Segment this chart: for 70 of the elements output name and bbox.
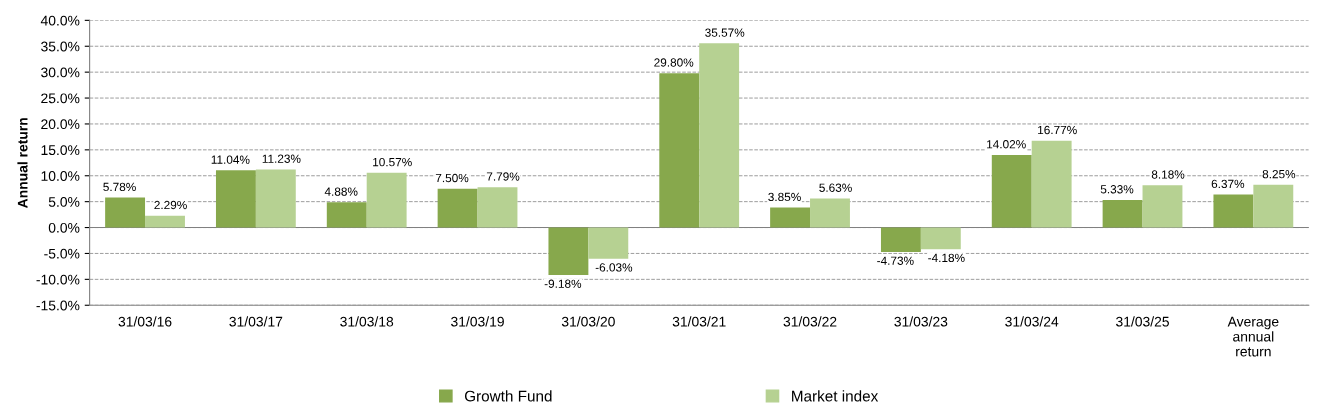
- legend-label: Market index: [792, 390, 879, 402]
- bar: [1253, 184, 1294, 228]
- y-tick-label: 20.0%: [41, 119, 80, 130]
- y-tick-label: -15.0%: [36, 300, 80, 311]
- data-label: 8.25%: [1262, 169, 1296, 179]
- y-tick-label: 5.0%: [48, 196, 80, 207]
- data-label: 3.85%: [768, 192, 801, 202]
- bar: [1102, 199, 1143, 228]
- x-tick-label: 31/03/20: [561, 316, 615, 327]
- bar: [548, 227, 589, 276]
- legend-label: Growth Fund: [464, 390, 552, 402]
- data-label: 5.33%: [1100, 185, 1134, 194]
- data-label: 4.88%: [324, 187, 358, 196]
- data-label: -4.18%: [928, 253, 965, 263]
- data-label: 14.02%: [987, 140, 1026, 149]
- bar: [1213, 194, 1254, 228]
- data-label: 2.29%: [154, 200, 187, 210]
- data-label: 8.18%: [1151, 170, 1185, 179]
- bar: [880, 227, 921, 253]
- y-tick-label: -5.0%: [44, 248, 80, 259]
- data-label: 29.80%: [654, 58, 694, 67]
- y-tick-label: 10.0%: [41, 171, 80, 181]
- data-label: -4.73%: [877, 256, 914, 265]
- data-label: 7.50%: [435, 173, 469, 183]
- data-label: -6.03%: [595, 263, 633, 272]
- x-tick-label: 31/03/24: [1005, 316, 1059, 327]
- x-tick-label: 31/03/18: [340, 316, 394, 327]
- y-tick-label: 40.0%: [40, 15, 80, 26]
- x-tick-label: 31/03/17: [229, 316, 283, 327]
- data-label: 16.77%: [1038, 125, 1077, 135]
- x-tick-label: 31/03/21: [672, 316, 726, 327]
- y-tick-label: 30.0%: [41, 67, 80, 78]
- bar: [366, 172, 407, 228]
- bar: [255, 169, 296, 228]
- x-tick-label: Average annual return: [1227, 316, 1279, 357]
- bar: [588, 227, 629, 259]
- data-label: 10.57%: [373, 157, 412, 167]
- bar: [477, 187, 518, 228]
- bar: [1142, 185, 1183, 228]
- bar: [105, 197, 146, 228]
- x-tick-label: 31/03/25: [1116, 316, 1169, 327]
- data-label: 7.79%: [486, 172, 520, 181]
- bar: [770, 207, 811, 228]
- x-tick-label: 31/03/19: [451, 316, 504, 327]
- data-label: -9.18%: [544, 279, 582, 288]
- data-label: 11.23%: [262, 154, 301, 163]
- bar: [437, 188, 478, 228]
- bar: [326, 202, 367, 228]
- bar: [215, 170, 256, 228]
- data-label: 5.78%: [103, 182, 136, 192]
- y-tick-label: 25.0%: [41, 93, 80, 104]
- y-tick-label: 0.0%: [48, 222, 80, 233]
- data-label: 11.04%: [211, 155, 250, 164]
- bar: [1031, 140, 1072, 228]
- y-axis-title: Annual return: [17, 118, 28, 208]
- y-tick-label: 35.0%: [41, 41, 80, 52]
- x-tick-label: 31/03/22: [783, 316, 837, 327]
- bar: [659, 73, 700, 228]
- data-label: 6.37%: [1211, 179, 1245, 189]
- y-tick-label: 15.0%: [41, 145, 80, 156]
- data-label: 35.57%: [705, 28, 745, 37]
- bar: [699, 43, 740, 228]
- bar: [145, 215, 185, 228]
- y-tick-label: -10.0%: [36, 274, 80, 285]
- data-label: 5.63%: [819, 183, 852, 192]
- x-tick-label: 31/03/23: [894, 316, 948, 327]
- x-tick-label: 31/03/16: [118, 316, 172, 327]
- bar: [991, 154, 1032, 228]
- bar: [810, 198, 850, 228]
- bar: [920, 227, 961, 250]
